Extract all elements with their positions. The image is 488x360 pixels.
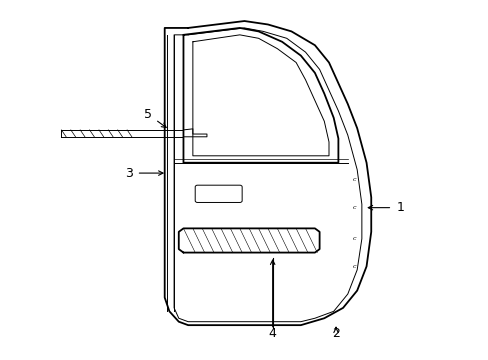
Text: c: c — [352, 205, 356, 210]
Text: 1: 1 — [396, 201, 404, 214]
Text: c: c — [352, 264, 356, 269]
Text: 5: 5 — [144, 108, 152, 121]
Text: 4: 4 — [268, 327, 276, 340]
Text: 3: 3 — [125, 167, 133, 180]
Text: c: c — [352, 177, 356, 183]
Text: 2: 2 — [331, 327, 339, 340]
Text: c: c — [352, 236, 356, 241]
